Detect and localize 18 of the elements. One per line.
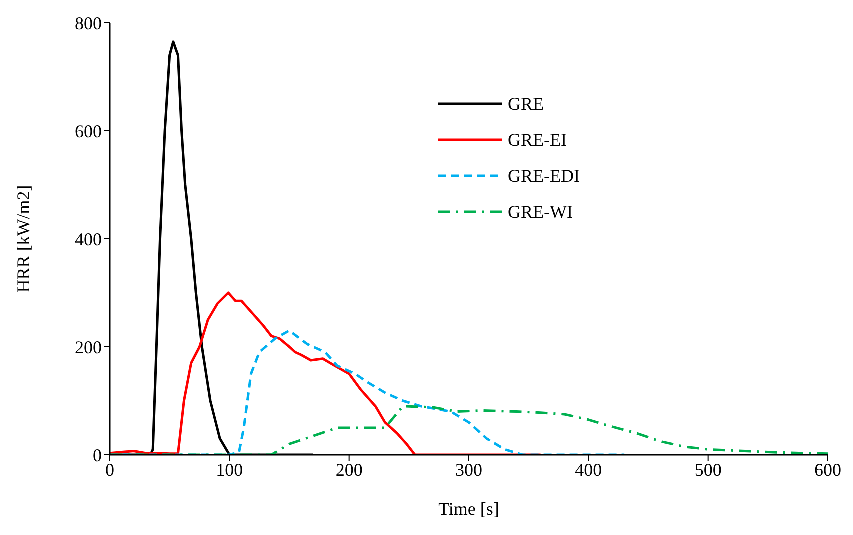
x-tick-label: 100 [216, 460, 244, 480]
y-tick-label: 400 [75, 229, 102, 250]
y-tick-label: 600 [75, 121, 102, 142]
x-tick-label: 500 [694, 460, 722, 480]
x-axis-title: Time [s] [438, 499, 500, 519]
y-tick-label: 0 [93, 445, 102, 466]
legend-label: GRE [508, 94, 544, 114]
y-axis-title: HRR [kW/m2] [13, 185, 34, 293]
y-tick-label: 200 [75, 337, 102, 358]
x-tick-label: 200 [336, 460, 363, 480]
x-tick-label: 300 [456, 460, 482, 480]
legend-label: GRE-WI [508, 202, 573, 222]
legend-label: GRE-EDI [508, 166, 580, 186]
legend-label: GRE-EI [508, 130, 567, 150]
x-tick-label: 600 [814, 460, 842, 480]
x-tick-label: 400 [575, 460, 602, 480]
y-tick-label: 800 [75, 13, 102, 34]
x-tick-label: 0 [106, 460, 114, 480]
